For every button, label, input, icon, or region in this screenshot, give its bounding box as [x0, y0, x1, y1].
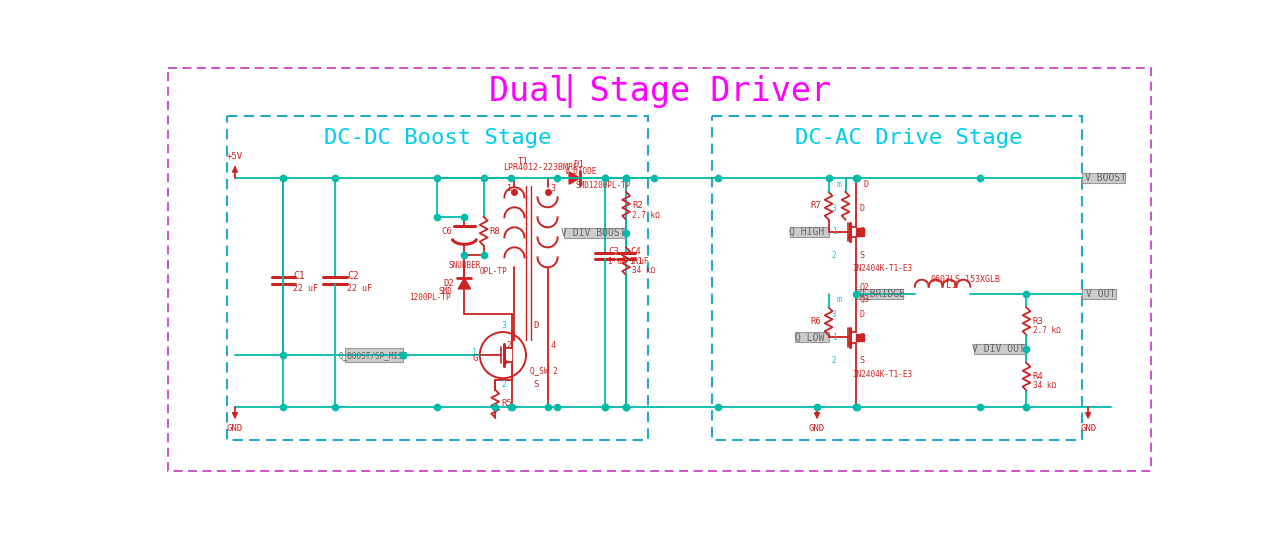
- Text: C2: C2: [347, 271, 359, 281]
- Text: T1: T1: [519, 156, 529, 166]
- Text: 22 uF: 22 uF: [347, 284, 372, 293]
- Polygon shape: [565, 229, 625, 239]
- Text: Q_SW 2: Q_SW 2: [530, 366, 557, 375]
- Text: |: |: [560, 74, 579, 108]
- Bar: [856, 228, 864, 236]
- Text: m: m: [837, 180, 842, 189]
- Text: 3: 3: [831, 310, 837, 319]
- Polygon shape: [794, 333, 829, 342]
- Text: G: G: [472, 354, 477, 363]
- Text: 1200PL-TP: 1200PL-TP: [409, 293, 450, 302]
- Text: C4: C4: [629, 247, 641, 256]
- Text: D: D: [860, 310, 865, 319]
- Text: R7: R7: [810, 201, 821, 210]
- Text: R8: R8: [490, 226, 501, 235]
- Text: G: G: [860, 227, 865, 237]
- Text: 2: 2: [831, 356, 837, 365]
- Text: V OUT: V OUT: [1086, 288, 1116, 299]
- Text: S: S: [860, 356, 865, 365]
- Text: Q_BOOST/SP_MISC: Q_BOOST/SP_MISC: [338, 351, 408, 359]
- Text: D1: D1: [573, 160, 584, 169]
- Text: 2: 2: [507, 341, 511, 350]
- Text: SNUBBER: SNUBBER: [448, 261, 480, 270]
- Text: SMD1200PL-TP: SMD1200PL-TP: [575, 181, 631, 190]
- Text: 0603LS-153XGLB: 0603LS-153XGLB: [931, 275, 1000, 284]
- Polygon shape: [1082, 288, 1116, 299]
- Text: 2.7 kΩ: 2.7 kΩ: [1032, 326, 1060, 335]
- Text: V DIV OUT: V DIV OUT: [972, 344, 1024, 354]
- Text: V DIV BOOST: V DIV BOOST: [561, 229, 625, 239]
- Text: 2: 2: [831, 250, 837, 260]
- Text: S: S: [860, 250, 865, 260]
- Text: R3: R3: [1032, 317, 1044, 326]
- Text: 22 uF: 22 uF: [293, 284, 318, 293]
- Text: G: G: [860, 333, 865, 342]
- Text: 3: 3: [502, 321, 506, 331]
- Text: Q3: Q3: [860, 295, 870, 304]
- Text: DC-AC Drive Stage: DC-AC Drive Stage: [795, 128, 1022, 148]
- Polygon shape: [856, 288, 903, 299]
- Text: DC-DC Boost Stage: DC-DC Boost Stage: [324, 128, 551, 148]
- Text: 2.7 kΩ: 2.7 kΩ: [632, 210, 660, 219]
- Text: 1: 1: [831, 333, 837, 342]
- Polygon shape: [345, 348, 403, 362]
- Text: 2: 2: [502, 380, 506, 389]
- Polygon shape: [790, 227, 829, 237]
- Text: 1: 1: [472, 348, 477, 357]
- Bar: [856, 334, 864, 341]
- Text: m: m: [837, 295, 842, 304]
- Text: GND: GND: [227, 424, 243, 433]
- Text: 1 uF: 1 uF: [629, 257, 649, 266]
- Text: 34 kΩ: 34 kΩ: [1032, 381, 1055, 390]
- Text: V_DIODE: V_DIODE: [565, 166, 597, 175]
- Text: D: D: [864, 180, 869, 189]
- Text: D2: D2: [444, 279, 454, 288]
- Text: GND: GND: [1080, 424, 1097, 433]
- Text: 3: 3: [831, 205, 837, 214]
- Text: IN2404K-T1-E3: IN2404K-T1-E3: [852, 264, 912, 273]
- Polygon shape: [1082, 173, 1125, 183]
- Text: S: S: [534, 380, 539, 389]
- Text: 1: 1: [831, 227, 837, 237]
- Text: C1: C1: [293, 271, 305, 281]
- Text: Dual Stage Driver: Dual Stage Driver: [489, 75, 830, 107]
- Text: SMD: SMD: [439, 287, 453, 296]
- Text: R1: R1: [632, 257, 644, 266]
- Text: D: D: [534, 321, 539, 331]
- Text: L1: L1: [946, 281, 956, 290]
- Polygon shape: [569, 172, 580, 184]
- Text: R6: R6: [810, 317, 821, 326]
- Text: C6: C6: [441, 227, 452, 237]
- Text: D: D: [860, 205, 865, 214]
- Text: R2: R2: [632, 201, 644, 210]
- Text: IN2404K-T1-E3: IN2404K-T1-E3: [852, 370, 912, 379]
- Text: V BOOST: V BOOST: [1085, 173, 1126, 183]
- Text: Q HIGH: Q HIGH: [789, 227, 825, 237]
- Text: R5: R5: [502, 399, 512, 408]
- Text: 3: 3: [551, 184, 556, 193]
- Polygon shape: [458, 278, 471, 289]
- Text: OPL-TP: OPL-TP: [480, 268, 507, 277]
- Text: Q_BRIDGE: Q_BRIDGE: [858, 288, 905, 299]
- Text: R4: R4: [1032, 372, 1044, 381]
- Text: 34 kΩ: 34 kΩ: [632, 266, 655, 275]
- Text: +5V: +5V: [227, 152, 243, 161]
- Text: 4: 4: [551, 341, 556, 350]
- Text: Q LOW: Q LOW: [794, 333, 824, 342]
- Text: C3: C3: [609, 247, 619, 256]
- Text: 1: 1: [507, 184, 511, 193]
- Polygon shape: [974, 344, 1027, 354]
- Text: Q2: Q2: [860, 283, 870, 292]
- Text: 1 uF: 1 uF: [609, 257, 627, 266]
- Text: GND: GND: [810, 424, 825, 433]
- Text: LPR4012-223BMRC: LPR4012-223BMRC: [503, 163, 578, 172]
